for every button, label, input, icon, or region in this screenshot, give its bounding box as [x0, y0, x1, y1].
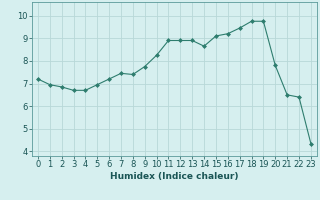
X-axis label: Humidex (Indice chaleur): Humidex (Indice chaleur) [110, 172, 239, 181]
